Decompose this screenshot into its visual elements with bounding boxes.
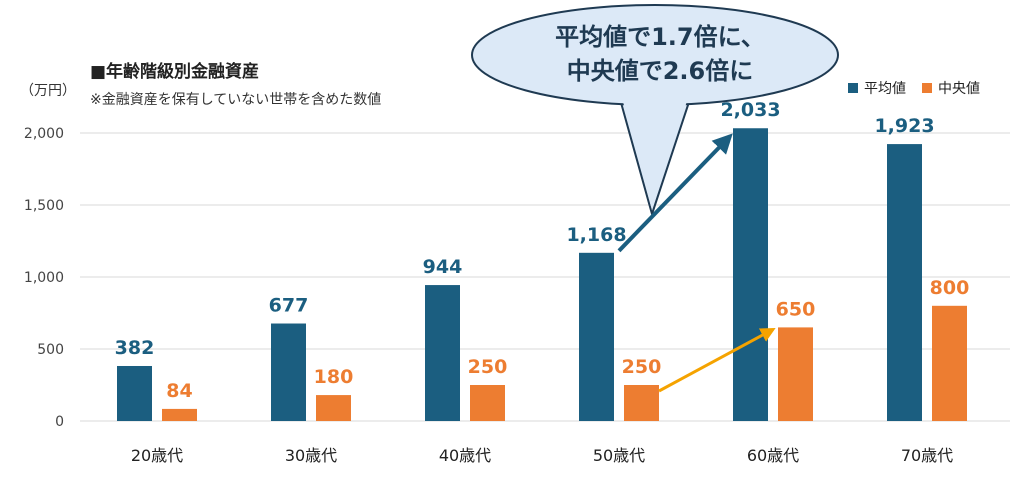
legend: 平均値 中央値: [848, 78, 980, 98]
legend-item-median: 中央値: [922, 78, 980, 98]
bar-mean: [117, 365, 152, 421]
callout-text: 平均値で1.7倍に、 中央値で2.6倍に: [480, 20, 840, 88]
trend-arrow-mean: [617, 133, 733, 253]
y-axis: 0 500 1,000 1,500 2,000: [24, 126, 64, 430]
bar-mean: [271, 323, 306, 421]
data-label-median: 180: [314, 366, 354, 388]
bar-median: [624, 385, 659, 421]
legend-item-mean: 平均値: [848, 78, 906, 98]
gridlines: [80, 132, 1010, 422]
data-label-mean: 2,033: [720, 99, 780, 121]
x-tick-label: 30歳代: [285, 446, 337, 465]
chart-note: ※金融資産を保有していない世帯を含めた数値: [90, 92, 382, 108]
data-label-mean: 1,923: [874, 115, 934, 137]
chart-title: ■年齢階級別金融資産: [90, 62, 260, 82]
data-label-median: 800: [930, 277, 970, 299]
trend-arrows: [617, 133, 776, 393]
trend-arrow-median: [658, 327, 776, 393]
x-tick-label: 70歳代: [901, 446, 953, 465]
x-tick-label: 60歳代: [747, 446, 799, 465]
y-tick-label: 1,500: [24, 198, 64, 214]
y-tick-label: 0: [55, 414, 64, 430]
x-tick-label: 40歳代: [439, 446, 491, 465]
x-axis: 20歳代 30歳代 40歳代 50歳代 60歳代 70歳代: [131, 446, 953, 465]
data-label-mean: 944: [423, 256, 463, 278]
data-label-mean: 1,168: [566, 224, 626, 246]
legend-swatch-median: [922, 83, 932, 93]
legend-label-median: 中央値: [938, 81, 980, 97]
bar-median: [470, 385, 505, 421]
bar-mean: [733, 128, 768, 422]
bar-median: [778, 327, 813, 421]
y-tick-label: 2,000: [24, 126, 64, 142]
legend-label-mean: 平均値: [864, 81, 906, 97]
y-axis-unit: （万円）: [20, 83, 76, 99]
x-tick-label: 20歳代: [131, 446, 183, 465]
callout-bubble: [471, 4, 839, 215]
callout-line-2: 中央値で2.6倍に: [566, 57, 754, 85]
callout-tail-fill: [622, 98, 688, 210]
data-label-median: 650: [776, 298, 816, 320]
data-label-mean: 382: [115, 337, 155, 359]
data-label-median: 84: [166, 380, 192, 402]
bar-median: [932, 305, 967, 421]
y-tick-label: 500: [37, 342, 64, 358]
bar-mean: [579, 252, 614, 421]
y-tick-label: 1,000: [24, 270, 64, 286]
x-tick-label: 50歳代: [593, 446, 645, 465]
data-label-median: 250: [622, 356, 662, 378]
bar-median: [162, 408, 197, 421]
legend-swatch-mean: [848, 83, 858, 93]
bar-median: [316, 395, 351, 421]
bar-mean: [425, 285, 460, 421]
data-label-median: 250: [468, 356, 508, 378]
title-block: ■年齢階級別金融資産 ※金融資産を保有していない世帯を含めた数値: [90, 60, 381, 110]
data-label-mean: 677: [269, 295, 309, 317]
bars: [117, 128, 967, 422]
bar-mean: [887, 144, 922, 421]
data-labels: 382 84 677 180 944 250 1,168 250 2,033 650 1,923 80…: [115, 99, 970, 402]
callout-line-1: 平均値で1.7倍に、: [555, 23, 765, 51]
